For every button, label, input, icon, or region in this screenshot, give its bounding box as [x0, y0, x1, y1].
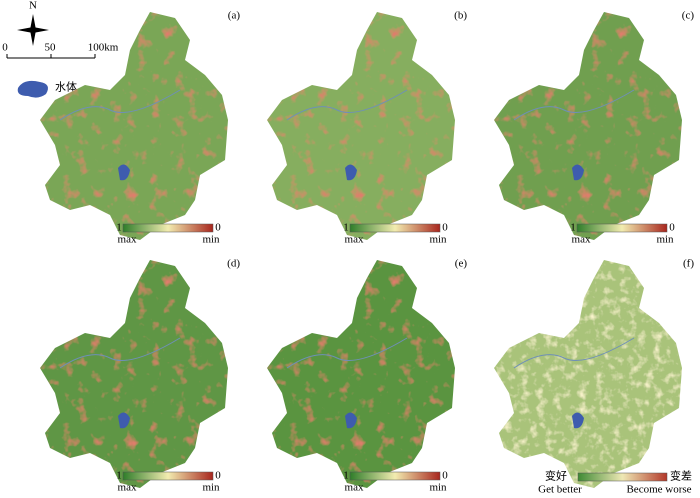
map-panel: (f) 变好 变差 Get better Become worse: [494, 258, 694, 496]
legend-high: 1: [116, 222, 122, 234]
legend-ramp: [122, 223, 214, 233]
legend-low: 0: [442, 222, 448, 234]
legend-low: 0: [215, 222, 221, 234]
river: [513, 89, 635, 121]
map-panel: (b) 1 0 max min: [267, 10, 467, 246]
map-panel: (a) 1 0 max min: [40, 10, 240, 246]
scale-label: 100km: [88, 42, 119, 54]
legend-min: min: [429, 234, 447, 246]
region-map: [40, 260, 228, 488]
region-map: [494, 260, 682, 488]
legend-high: 1: [343, 470, 349, 482]
legend-ramp: [576, 223, 668, 233]
legend-high: 1: [343, 222, 349, 234]
region-map: [267, 260, 455, 488]
region-map: [40, 12, 228, 240]
water-body: [572, 164, 584, 181]
legend-ramp: [577, 472, 668, 482]
water-body: [118, 164, 130, 181]
water-body: [345, 164, 357, 181]
map-panel: (c) 1 0 max min: [494, 10, 694, 246]
legend-left: 变好: [545, 469, 567, 483]
legend-max: max: [345, 482, 364, 494]
scale-label: 50: [45, 42, 57, 54]
legend-min: min: [202, 482, 220, 494]
legend-high: 1: [116, 470, 122, 482]
legend-max: max: [118, 234, 137, 246]
river: [59, 337, 181, 369]
legend-min: min: [429, 482, 447, 494]
legend-min: min: [202, 234, 220, 246]
legend-max: max: [572, 234, 591, 246]
panel-label: (c): [682, 10, 695, 22]
legend-low: 0: [669, 222, 675, 234]
river: [513, 337, 635, 369]
legend-min: min: [656, 234, 674, 246]
region-map: [267, 12, 455, 240]
compass-label: N: [29, 0, 37, 12]
scale-bar: 0 50 100km: [2, 42, 119, 59]
legend-low: 0: [215, 470, 221, 482]
water-body: [345, 412, 357, 429]
legend-right: 变差: [670, 469, 692, 483]
panel-label: (a): [228, 10, 241, 22]
panel-label: (f): [683, 258, 694, 270]
legend-ramp: [349, 223, 441, 233]
water-legend: 水体: [17, 80, 77, 98]
legend-high: 1: [570, 222, 576, 234]
water-body: [572, 412, 584, 429]
water-label: 水体: [55, 80, 77, 94]
panel-label: (e): [455, 258, 468, 270]
legend-max: max: [345, 234, 364, 246]
panel-label: (b): [454, 10, 467, 22]
scale-label: 0: [2, 42, 8, 54]
river: [286, 89, 408, 121]
map-panel: (d) 1 0 max min: [40, 258, 240, 494]
river: [286, 337, 408, 369]
region-map: [494, 12, 682, 240]
panel-label: (d): [227, 258, 240, 270]
legend-max: max: [118, 482, 137, 494]
legend-low: 0: [442, 470, 448, 482]
north-arrow: N: [17, 0, 49, 46]
map-panel: (e) 1 0 max min: [267, 258, 467, 494]
legend-left-en: Get better: [538, 484, 582, 496]
legend-right-en: Become worse: [626, 484, 691, 496]
legend-ramp: [349, 471, 441, 481]
river: [59, 89, 181, 121]
water-body: [118, 412, 130, 429]
legend-ramp: [122, 471, 214, 481]
